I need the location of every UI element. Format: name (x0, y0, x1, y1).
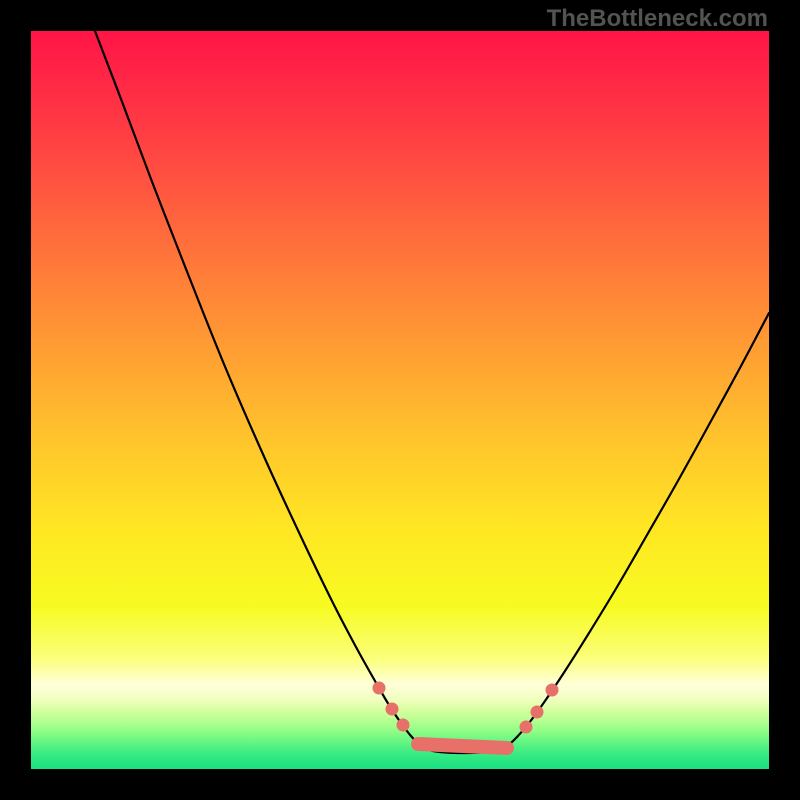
curve-overlay (31, 31, 769, 769)
curve-marker-dot (397, 719, 410, 732)
chart-frame: TheBottleneck.com (0, 0, 800, 800)
plot-area (31, 31, 769, 769)
curve-marker-capsule (411, 737, 515, 756)
curve-marker-dot (373, 682, 386, 695)
bottleneck-curve (95, 31, 769, 753)
curve-marker-dot (386, 703, 399, 716)
curve-marker-dot (520, 721, 533, 734)
watermark-text: TheBottleneck.com (547, 5, 768, 33)
curve-marker-dot (546, 684, 559, 697)
curve-marker-dot (531, 706, 544, 719)
